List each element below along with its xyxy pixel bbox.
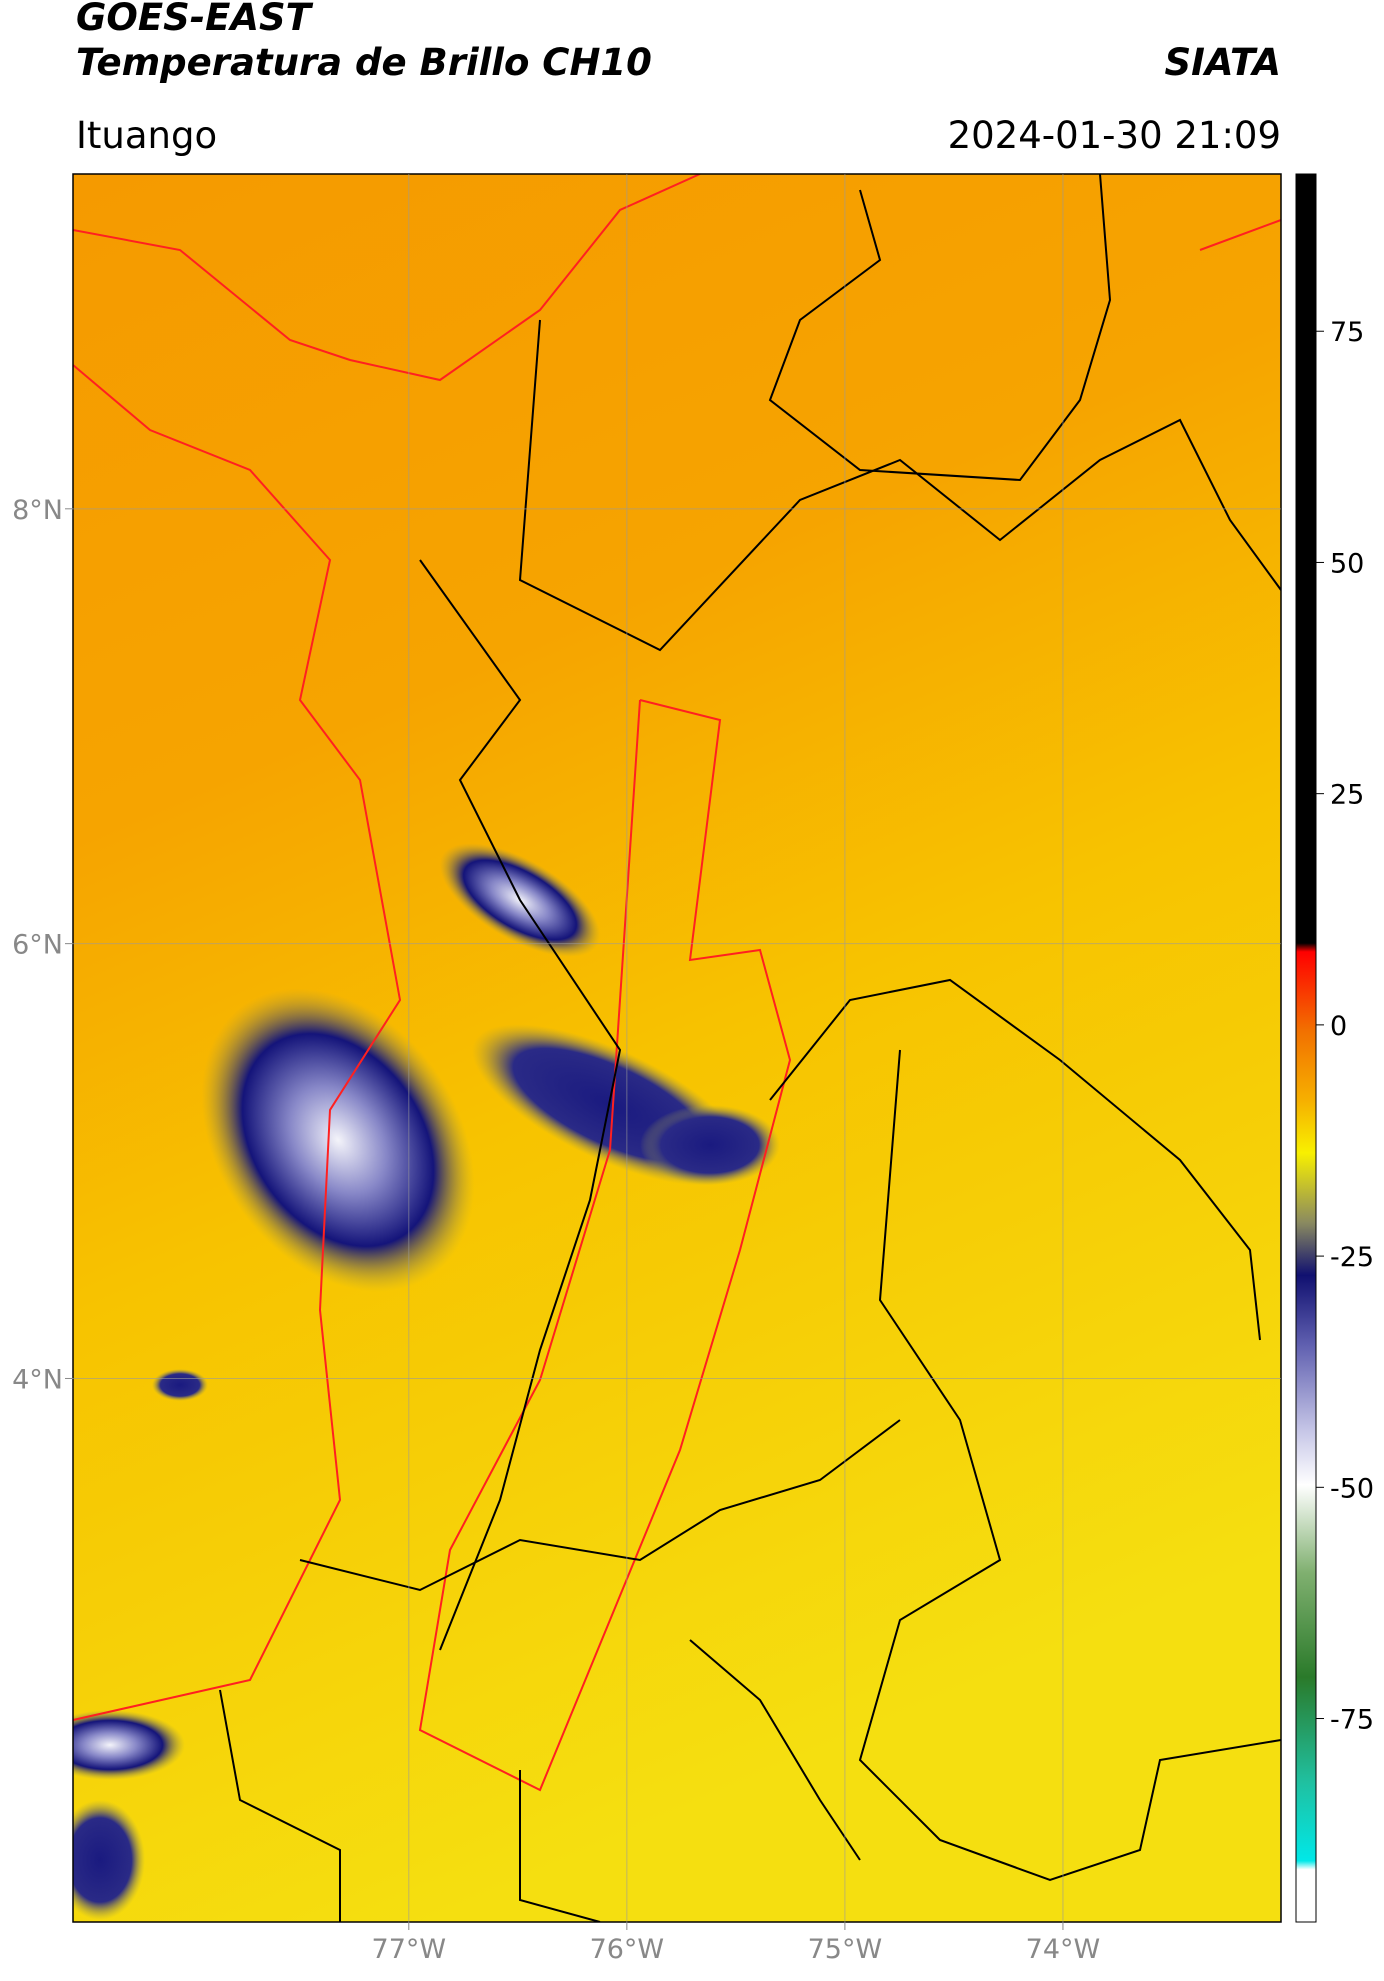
map-image bbox=[73, 174, 1281, 1922]
datetime: 2024-01-30 21:09 bbox=[948, 114, 1281, 157]
map-frame bbox=[72, 173, 1282, 1923]
x-tick-label: 75°W bbox=[808, 1934, 883, 1965]
y-tick-label: 6°N bbox=[12, 930, 63, 961]
y-tick-label: 8°N bbox=[12, 495, 63, 526]
y-tick-label: 4°N bbox=[12, 1364, 63, 1395]
colorbar-tick-label: 50 bbox=[1330, 548, 1364, 579]
source: SIATA bbox=[1164, 41, 1281, 84]
colorbar-tick-label: 25 bbox=[1330, 780, 1364, 811]
x-tick-label: 74°W bbox=[1026, 1934, 1101, 1965]
subtitle: Temperatura de Brillo CH10 bbox=[76, 41, 652, 84]
colorbar-tick-label: -75 bbox=[1330, 1705, 1374, 1736]
colorbar-tick-label: -25 bbox=[1330, 1242, 1374, 1273]
location: Ituango bbox=[76, 114, 217, 157]
colorbar-tick-label: 75 bbox=[1330, 317, 1364, 348]
x-tick-label: 77°W bbox=[372, 1934, 447, 1965]
colorbar-tick-label: 0 bbox=[1330, 1011, 1347, 1042]
colorbar bbox=[1295, 173, 1317, 1923]
title: GOES-EAST bbox=[76, 0, 314, 39]
x-tick-label: 76°W bbox=[590, 1934, 665, 1965]
colorbar-tick-label: -50 bbox=[1330, 1473, 1374, 1504]
